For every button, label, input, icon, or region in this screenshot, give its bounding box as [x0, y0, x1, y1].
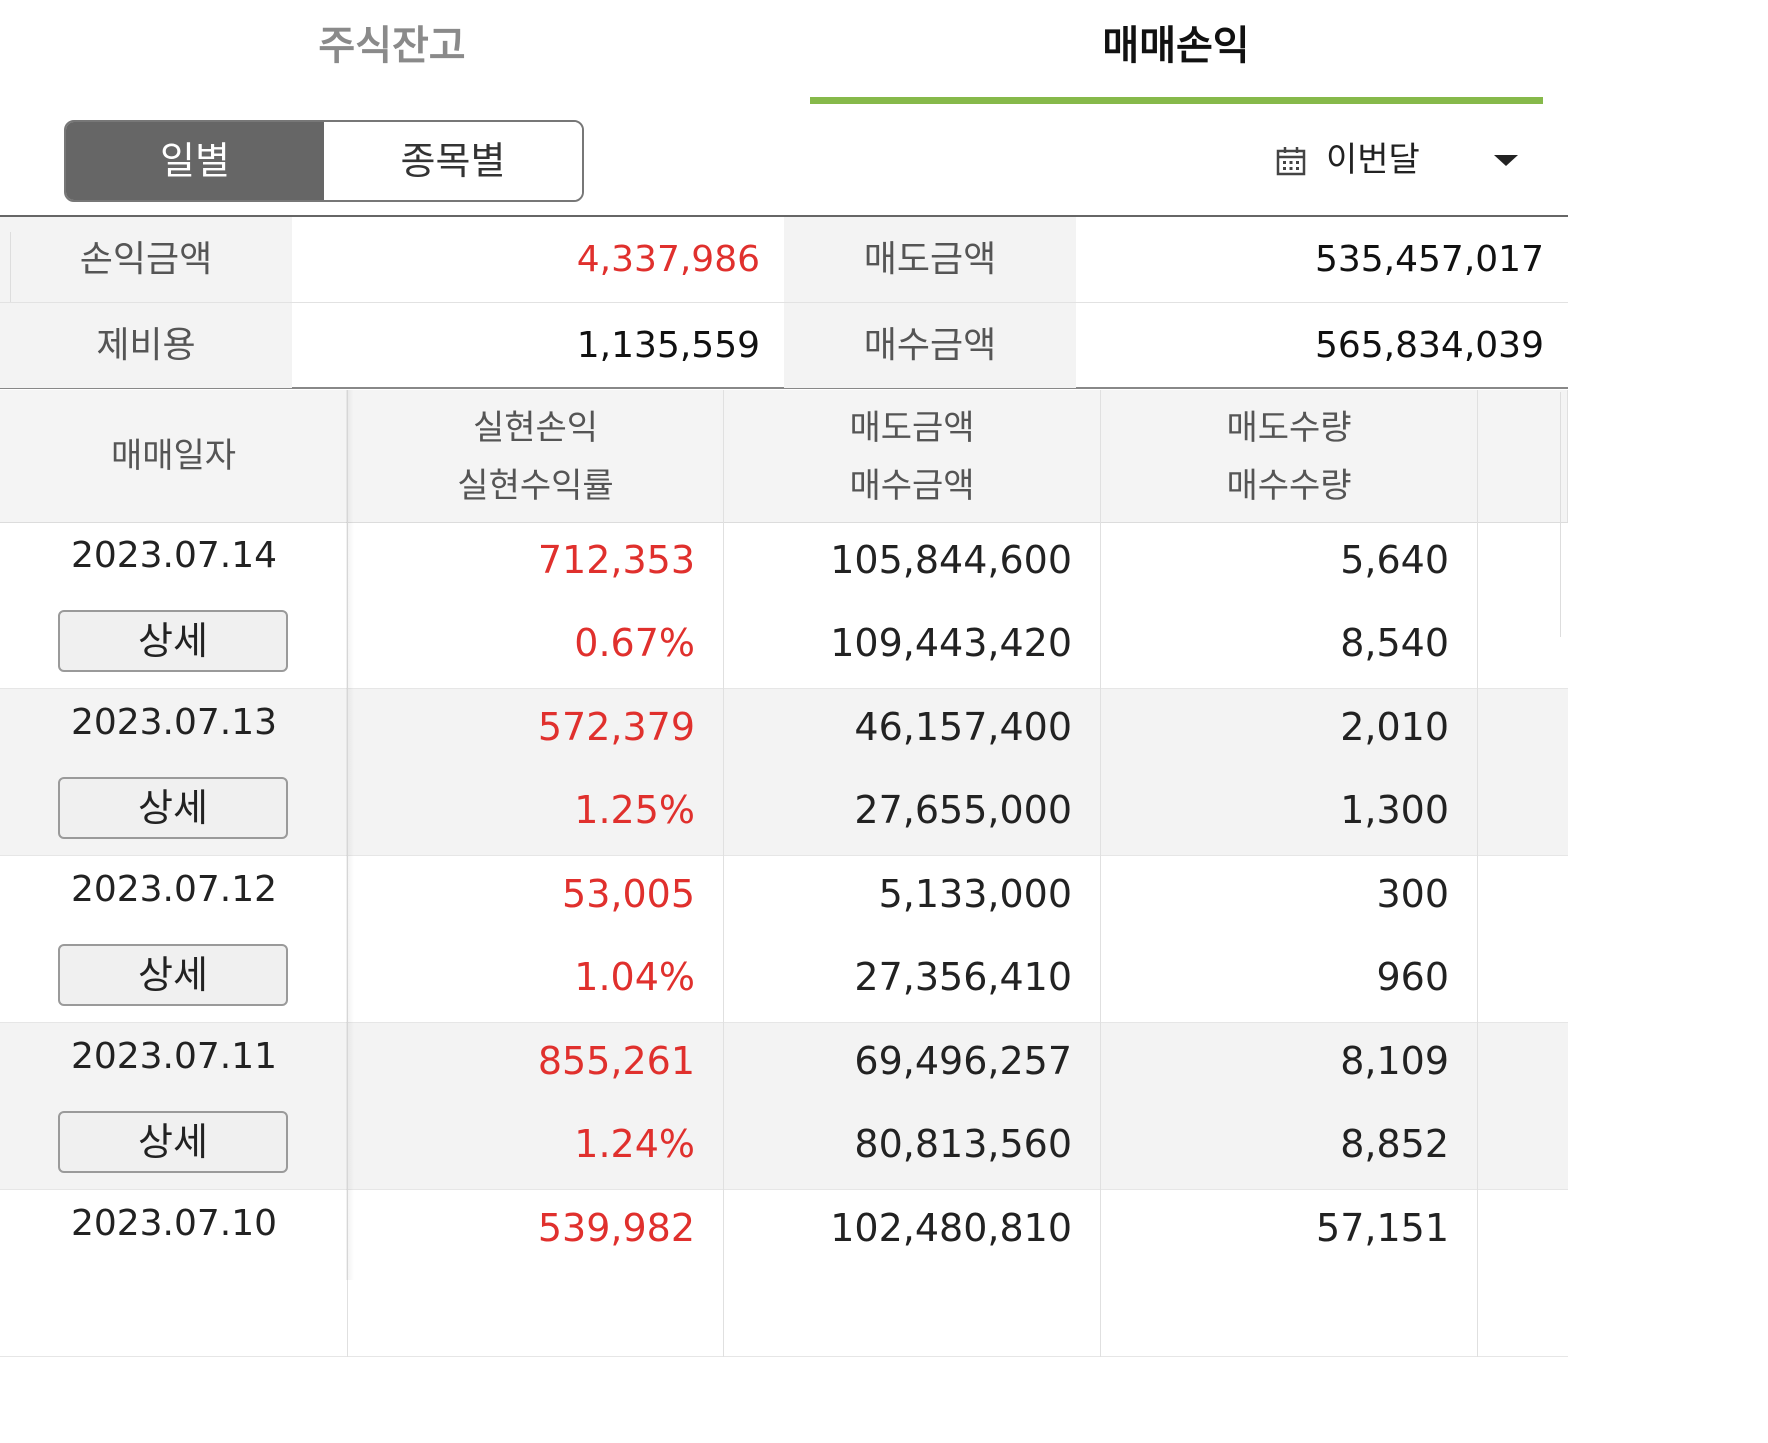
date-cell: 2023.07.14 상세: [0, 522, 348, 689]
header-sell-qty: 매도수량: [1226, 408, 1352, 448]
header-amounts: 매도금액 매수금액: [724, 390, 1101, 522]
sell-amount: 102,480,810: [830, 1206, 1072, 1250]
header-sell-amount: 매도금액: [849, 408, 975, 448]
realized-pl: 539,982: [537, 1206, 695, 1250]
header-realized-pl: 실현손익: [472, 408, 599, 448]
table-row: 2023.07.13 상세 572,379 1.25% 46,157,400 2…: [0, 689, 1568, 856]
realized-cell: 53,005 1.04%: [348, 856, 724, 1023]
table-row: 2023.07.10 539,982 102,480,810 57,151: [0, 1190, 1568, 1357]
tab-trading-pl[interactable]: 매매손익: [1102, 23, 1250, 69]
fee-value: 1,135,559: [576, 325, 760, 366]
header-overflow-column: [1478, 390, 1568, 522]
table-header: 매매일자 실현손익 실현수익률 매도금액 매수금액 매도수량 매수수량: [0, 390, 1568, 523]
amount-cell: 102,480,810: [724, 1190, 1101, 1357]
amount-cell: 46,157,400 27,655,000: [724, 689, 1101, 856]
calendar-icon: [1276, 147, 1306, 176]
buy-amount-label: 매수금액: [784, 303, 1076, 388]
sell-qty: 300: [1376, 872, 1449, 916]
table-row: 2023.07.11 상세 855,261 1.24% 69,496,257 8…: [0, 1023, 1568, 1190]
header-realized: 실현손익 실현수익률: [348, 390, 724, 522]
qty-cell: 57,151: [1101, 1190, 1478, 1357]
date-cell: 2023.07.11 상세: [0, 1023, 348, 1190]
date-cell: 2023.07.10: [0, 1190, 348, 1357]
detail-button[interactable]: 상세: [58, 777, 288, 839]
trade-date: 2023.07.12: [70, 869, 278, 910]
sell-amount: 5,133,000: [878, 872, 1072, 916]
qty-cell: 5,640 8,540: [1101, 522, 1478, 689]
period-dropdown[interactable]: 이번달: [1276, 128, 1536, 192]
profit-amount-label: 손익금액: [0, 217, 292, 302]
trade-rows: 2023.07.14 상세 712,353 0.67% 105,844,600 …: [0, 522, 1568, 1357]
table-row: 2023.07.12 상세 53,005 1.04% 5,133,000 27,…: [0, 856, 1568, 1023]
sell-amount: 105,844,600: [830, 538, 1072, 582]
sell-qty: 57,151: [1316, 1206, 1449, 1250]
view-segment-control: 일별 종목별: [64, 120, 584, 202]
segment-by-stock-button[interactable]: 종목별: [324, 122, 582, 200]
realized-cell: 712,353 0.67%: [348, 522, 724, 689]
frozen-column-shadow: [346, 390, 354, 1280]
sell-amount-label: 매도금액: [784, 217, 1076, 302]
profit-amount-value: 4,337,986: [576, 239, 760, 280]
realized-pl: 572,379: [537, 705, 695, 749]
date-cell: 2023.07.12 상세: [0, 856, 348, 1023]
summary-row: 제비용 1,135,559 매수금액 565,834,039: [0, 303, 1568, 388]
realized-pl: 855,261: [537, 1039, 695, 1083]
detail-button[interactable]: 상세: [58, 944, 288, 1006]
period-selected-label: 이번달: [1326, 140, 1420, 180]
buy-qty: 8,852: [1340, 1122, 1449, 1166]
buy-qty: 8,540: [1340, 621, 1449, 665]
header-trade-date: 매매일자: [0, 390, 348, 522]
chevron-down-icon: [1494, 155, 1518, 166]
detail-button[interactable]: 상세: [58, 610, 288, 672]
segment-daily-button[interactable]: 일별: [66, 122, 324, 200]
qty-cell: 300 960: [1101, 856, 1478, 1023]
detail-button[interactable]: 상세: [58, 1111, 288, 1173]
sell-qty: 2,010: [1340, 705, 1449, 749]
buy-qty: 1,300: [1340, 788, 1449, 832]
realized-cell: 572,379 1.25%: [348, 689, 724, 856]
trade-date: 2023.07.10: [70, 1203, 278, 1244]
header-buy-qty: 매수수량: [1226, 466, 1352, 506]
qty-cell: 2,010 1,300: [1101, 689, 1478, 856]
amount-cell: 105,844,600 109,443,420: [724, 522, 1101, 689]
sell-amount: 46,157,400: [854, 705, 1072, 749]
summary-table: 손익금액 4,337,986 매도금액 535,457,017 제비용 1,13…: [0, 215, 1568, 389]
fee-label: 제비용: [0, 303, 292, 388]
sell-qty: 5,640: [1340, 538, 1449, 582]
header-buy-amount: 매수금액: [849, 466, 975, 506]
realized-rate: 1.04%: [574, 955, 695, 999]
sell-amount: 69,496,257: [854, 1039, 1072, 1083]
realized-cell: 539,982: [348, 1190, 724, 1357]
realized-rate: 1.24%: [574, 1122, 695, 1166]
amount-cell: 5,133,000 27,356,410: [724, 856, 1101, 1023]
amount-cell: 69,496,257 80,813,560: [724, 1023, 1101, 1190]
date-cell: 2023.07.13 상세: [0, 689, 348, 856]
trade-date: 2023.07.13: [70, 702, 278, 743]
tab-stock-balance[interactable]: 주식잔고: [318, 23, 466, 69]
sell-qty: 8,109: [1340, 1039, 1449, 1083]
header-realized-rate: 실현수익률: [457, 466, 614, 506]
buy-amount: 80,813,560: [854, 1122, 1072, 1166]
left-edge-divider: [0, 232, 11, 302]
buy-amount: 27,655,000: [854, 788, 1072, 832]
summary-row: 손익금액 4,337,986 매도금액 535,457,017: [0, 217, 1568, 303]
realized-pl: 712,353: [537, 538, 695, 582]
realized-rate: 1.25%: [574, 788, 695, 832]
sell-amount-value: 535,457,017: [1314, 239, 1544, 280]
buy-amount-value: 565,834,039: [1314, 325, 1544, 366]
realized-cell: 855,261 1.24%: [348, 1023, 724, 1190]
buy-amount: 27,356,410: [854, 955, 1072, 999]
qty-cell: 8,109 8,852: [1101, 1023, 1478, 1190]
header-quantities: 매도수량 매수수량: [1101, 390, 1478, 522]
realized-pl: 53,005: [562, 872, 695, 916]
horizontal-scroll-edge: [1560, 392, 1567, 637]
active-tab-indicator: [810, 97, 1543, 104]
trade-date: 2023.07.14: [70, 535, 278, 576]
main-tabs: 주식잔고 매매손익: [0, 0, 1568, 105]
table-row: 2023.07.14 상세 712,353 0.67% 105,844,600 …: [0, 522, 1568, 689]
buy-amount: 109,443,420: [830, 621, 1072, 665]
buy-qty: 960: [1376, 955, 1449, 999]
realized-rate: 0.67%: [574, 621, 695, 665]
trade-date: 2023.07.11: [70, 1036, 278, 1077]
